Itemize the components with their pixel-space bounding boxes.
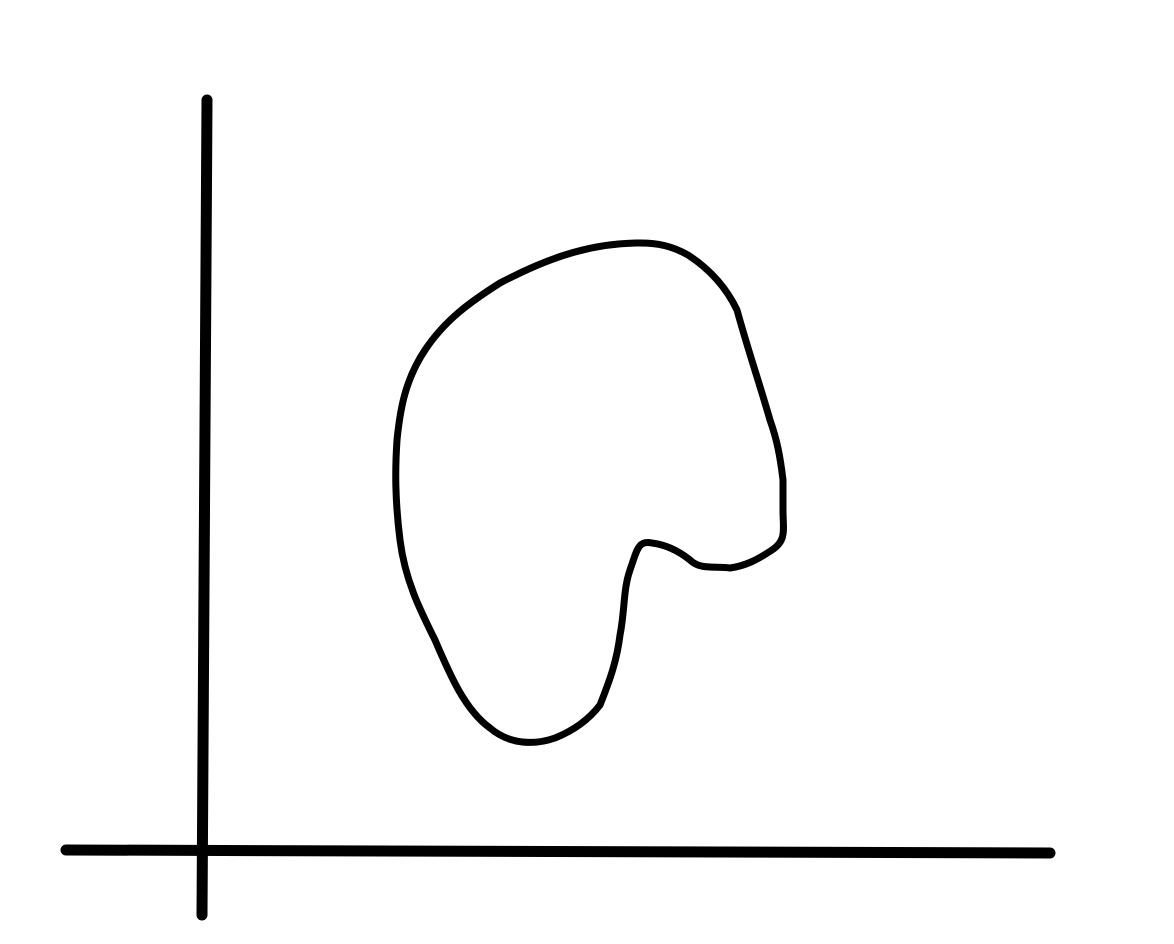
- x-axis-line: [60, 844, 1056, 859]
- closed-curve: [392, 239, 787, 746]
- y-axis-line: [196, 94, 213, 921]
